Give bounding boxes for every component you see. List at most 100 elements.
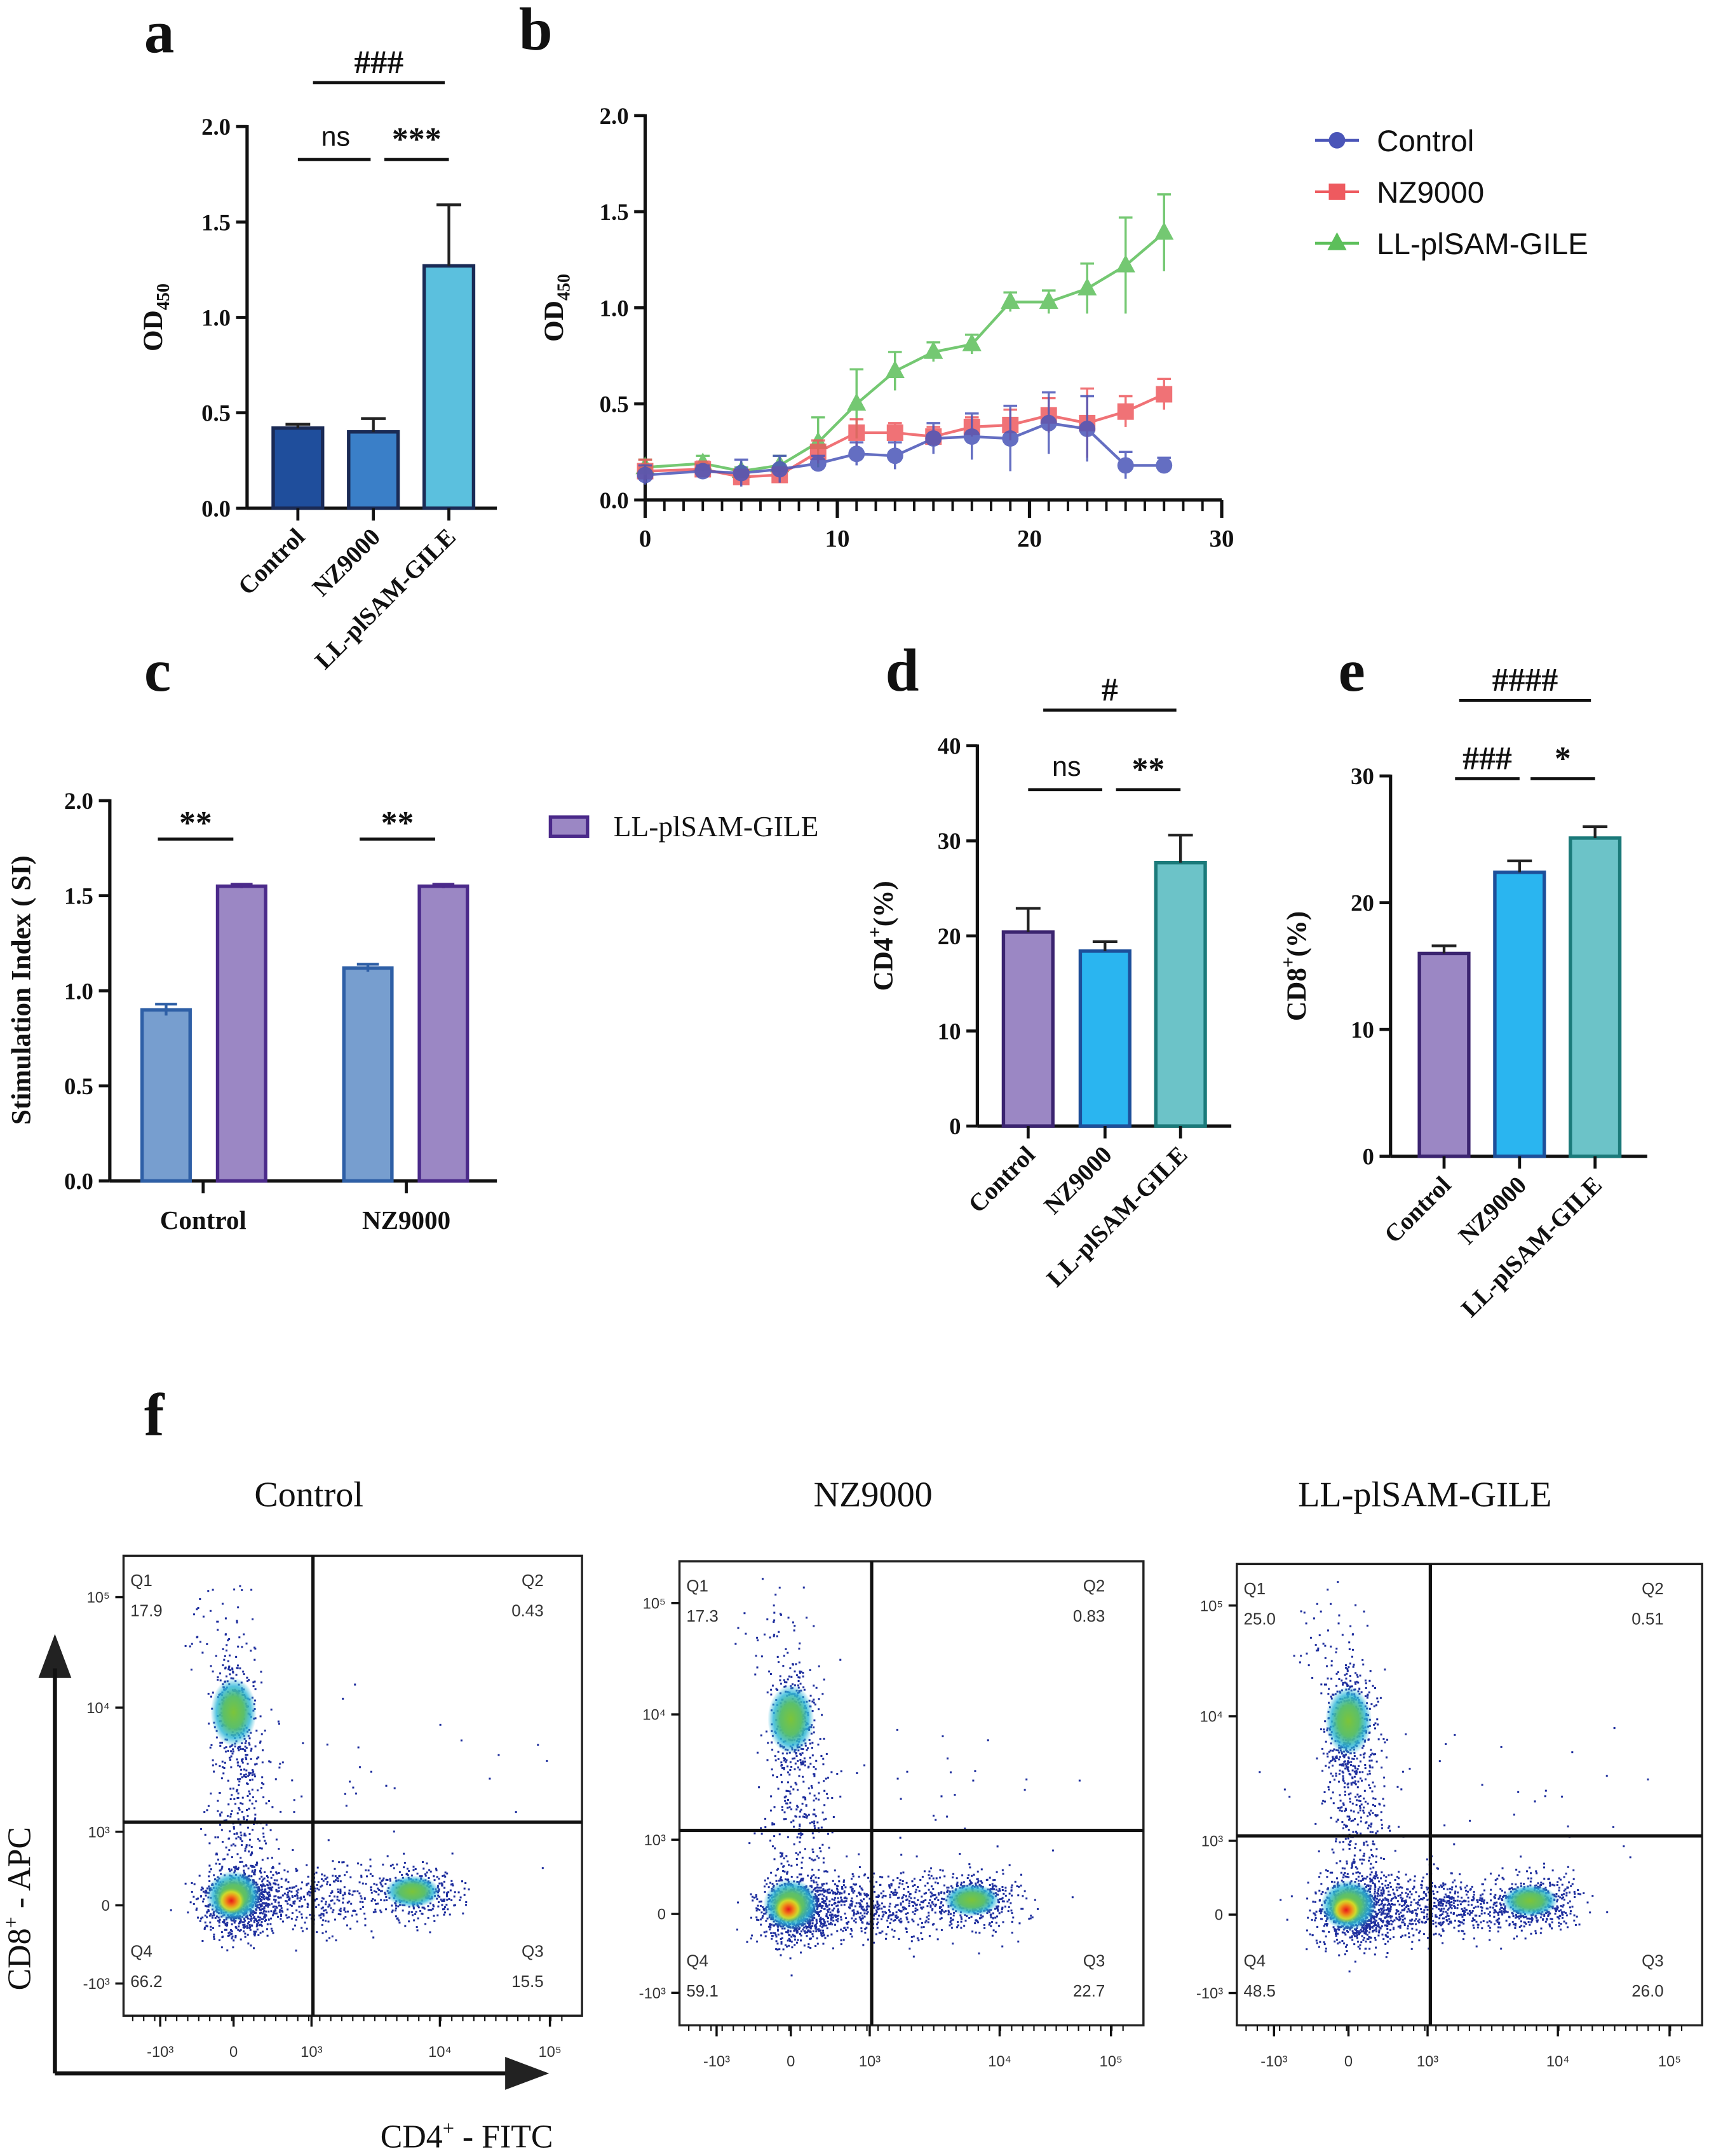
error-bar <box>356 963 379 972</box>
population-density-cluster <box>1332 1897 1360 1923</box>
quadrant-value-q4: 48.5 <box>1244 1983 1276 2000</box>
flow-plot-frame <box>678 1560 1145 2027</box>
legend-item: NZ9000 <box>1314 176 1484 210</box>
data-point-triangle <box>962 333 982 351</box>
y-axis-label: OD450 <box>138 283 173 351</box>
quadrant-name-q1: Q1 <box>686 1578 708 1596</box>
x-tick-label: 20 <box>1017 525 1042 552</box>
label-main: CD8 <box>2 1928 38 1990</box>
quadrant-value-q2: 0.43 <box>511 1602 543 1620</box>
data-point-circle <box>1079 420 1096 437</box>
x-category-label: LL-plSAM-GILE <box>1456 1171 1607 1322</box>
x-tick-label: 10³ <box>1417 2053 1438 2070</box>
y-tick-label: 10⁵ <box>1200 1597 1223 1615</box>
data-point-circle <box>1117 457 1134 474</box>
bar-nz9000 <box>1493 871 1546 1158</box>
bar-control <box>271 426 325 510</box>
legend-label: LL-plSAM-GILE <box>614 811 819 843</box>
y-tick-label: 0.0 <box>201 496 231 522</box>
y-tick-label: 10⁵ <box>643 1595 666 1612</box>
y-axis-label: CD8+(%) <box>1277 911 1311 1021</box>
error-bar <box>285 423 311 428</box>
quadrant-name-q2: Q2 <box>522 1572 544 1590</box>
y-tick-label: 1.0 <box>64 978 93 1004</box>
y-tick-label: 1.5 <box>201 209 231 235</box>
y-tick-label: 10⁴ <box>1200 1709 1224 1726</box>
population-density-cluster <box>774 1896 803 1923</box>
data-point-square <box>1117 403 1134 420</box>
x-tick-label: 0 <box>787 2053 795 2070</box>
error-bar <box>230 883 253 888</box>
quadrant-value-q2: 0.83 <box>1073 1608 1105 1625</box>
panel-b-chart: 0.0 0.5 1.0 1.5 2.0 0 10 20 30 OD450 Control NZ9000… <box>539 103 1588 552</box>
y-tick-label: 1.0 <box>600 295 629 321</box>
quadrant-name-q3: Q3 <box>522 1942 544 1960</box>
y-axis-label: Stimulation Index ( SI) <box>6 855 37 1125</box>
data-point-triangle <box>1001 291 1020 309</box>
y-tick-label: 10³ <box>1201 1833 1223 1850</box>
bar <box>342 966 394 1183</box>
y-tick-label: 2.0 <box>600 103 629 129</box>
y-tick-label: 10³ <box>88 1824 110 1841</box>
legend-label: NZ9000 <box>1377 176 1484 210</box>
bar-control <box>1417 951 1471 1158</box>
event-dot <box>1259 1581 1649 1973</box>
error-bar <box>1507 859 1532 872</box>
error-bar <box>432 883 455 888</box>
x-tick-label: -10³ <box>703 2053 730 2070</box>
y-tick-label: 30 <box>1351 763 1374 789</box>
data-point-circle <box>848 445 865 463</box>
flow-plot-nz9000: NZ9000 Q1 17.3 Q2 0.83 Q4 59.1 Q3 22.7 -10³ 0 10³ 10… <box>639 1475 1145 2070</box>
data-point-square <box>1156 386 1173 403</box>
data-point-circle <box>1040 414 1057 431</box>
significance-label: ### <box>354 44 403 81</box>
quadrant-value-q2: 0.51 <box>1631 1610 1663 1628</box>
y-axis-label: CD4+(%) <box>864 881 898 991</box>
legend-item: LL-plSAM-GILE <box>548 811 819 843</box>
panel-e-chart: 0102030ControlNZ9000LL-plSAM-GILE#######… <box>1277 662 1647 1322</box>
x-tick-label: 10⁵ <box>1100 2053 1123 2070</box>
error-bar <box>155 1003 177 1016</box>
y-tick-label: 0 <box>658 1906 666 1923</box>
data-point-triangle <box>924 341 943 359</box>
data-point-circle <box>1328 132 1346 149</box>
bar-ll-plsam-gile <box>422 264 476 510</box>
error-bar <box>361 417 386 432</box>
x-category-label: Control <box>233 523 311 600</box>
quadrant-name-q3: Q3 <box>1642 1952 1664 1970</box>
panel-label-c: c <box>144 637 171 704</box>
quadrant-value-q1: 17.9 <box>130 1602 162 1620</box>
data-point-square <box>848 424 865 441</box>
quadrant-name-q3: Q3 <box>1083 1952 1105 1970</box>
y-axis-arrow-head <box>38 1634 72 1678</box>
y-tick-label: 2.0 <box>64 788 93 814</box>
bar-nz9000 <box>1078 949 1131 1128</box>
y-tick-label: 0.0 <box>64 1169 93 1195</box>
y-tick-label: 10⁴ <box>642 1707 666 1724</box>
legend-label: LL-plSAM-GILE <box>1377 227 1588 261</box>
y-label-subscript: 450 <box>555 274 574 301</box>
y-tick-label: 0 <box>1215 1907 1223 1924</box>
x-category-label: Control <box>160 1205 247 1235</box>
error-bar <box>1583 825 1608 838</box>
x-tick-label: 10⁴ <box>988 2053 1011 2070</box>
y-label-main: OD <box>138 310 168 351</box>
population-density-cluster <box>1502 1884 1558 1917</box>
error-bar <box>1168 834 1193 863</box>
bar-control <box>1001 930 1055 1128</box>
y-tick-label: 0 <box>102 1897 110 1915</box>
label-sup: + <box>0 1916 23 1928</box>
panel-c-chart: 0.0 0.5 1.0 1.5 2.0 Control NZ9000 ** ** Stimulat… <box>6 788 819 1235</box>
y-tick-label: 0.5 <box>600 391 629 417</box>
data-point-circle <box>963 428 980 445</box>
panel-label-e: e <box>1339 637 1365 704</box>
y-tick-label: 40 <box>938 733 961 759</box>
quadrant-value-q3: 26.0 <box>1631 1983 1663 2000</box>
bar <box>215 885 267 1183</box>
data-point-triangle <box>1116 254 1135 273</box>
bar-ll-plsam-gile <box>1154 860 1207 1128</box>
quadrant-name-q4: Q4 <box>130 1942 152 1960</box>
panel-a-chart: 0.00.51.01.52.0ControlNZ9000LL-plSAM-GIL… <box>138 44 497 674</box>
y-tick-label: 1.5 <box>600 199 629 225</box>
